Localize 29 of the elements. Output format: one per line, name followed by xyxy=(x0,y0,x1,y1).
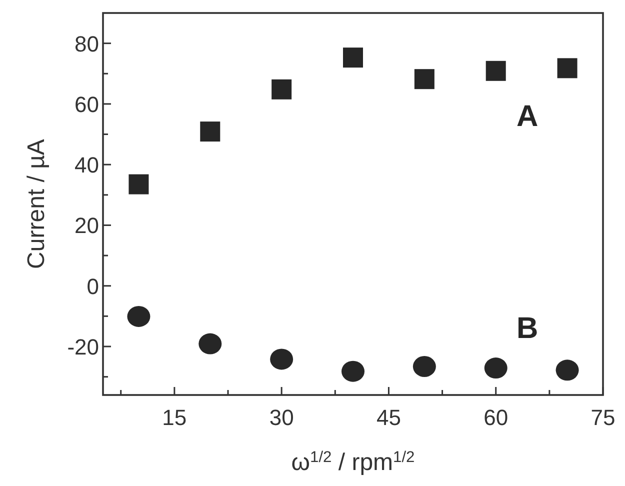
y-tick-label: 60 xyxy=(74,92,99,117)
x-tick-label: 60 xyxy=(484,405,508,430)
point xyxy=(272,79,292,100)
point xyxy=(556,360,579,381)
x-tick-label: 75 xyxy=(590,405,616,430)
point xyxy=(412,356,436,377)
x-tick-label: 30 xyxy=(269,405,294,430)
series-label: B xyxy=(516,312,538,346)
series-label: A xyxy=(516,100,538,134)
point xyxy=(270,348,294,370)
y-tick-label: 20 xyxy=(74,213,99,238)
y-tick-label: 80 xyxy=(74,31,99,56)
y-axis-title: Current / µA xyxy=(23,139,50,269)
x-tick-label: 45 xyxy=(376,405,401,430)
point xyxy=(557,58,578,78)
point xyxy=(198,333,222,354)
point xyxy=(414,69,434,90)
x-axis-title: ω$^{1/2}$ / rpm$^{1/2}$ xyxy=(291,448,415,476)
point xyxy=(127,306,150,327)
point xyxy=(200,122,220,142)
y-tick-label: -20 xyxy=(67,334,99,360)
point xyxy=(342,360,364,382)
y-tick-label: 40 xyxy=(74,152,99,178)
point xyxy=(486,60,506,81)
point xyxy=(484,358,508,379)
point xyxy=(343,48,363,68)
y-tick-label: 0 xyxy=(86,274,99,299)
x-tick-label: 15 xyxy=(162,405,187,430)
point xyxy=(128,174,149,194)
